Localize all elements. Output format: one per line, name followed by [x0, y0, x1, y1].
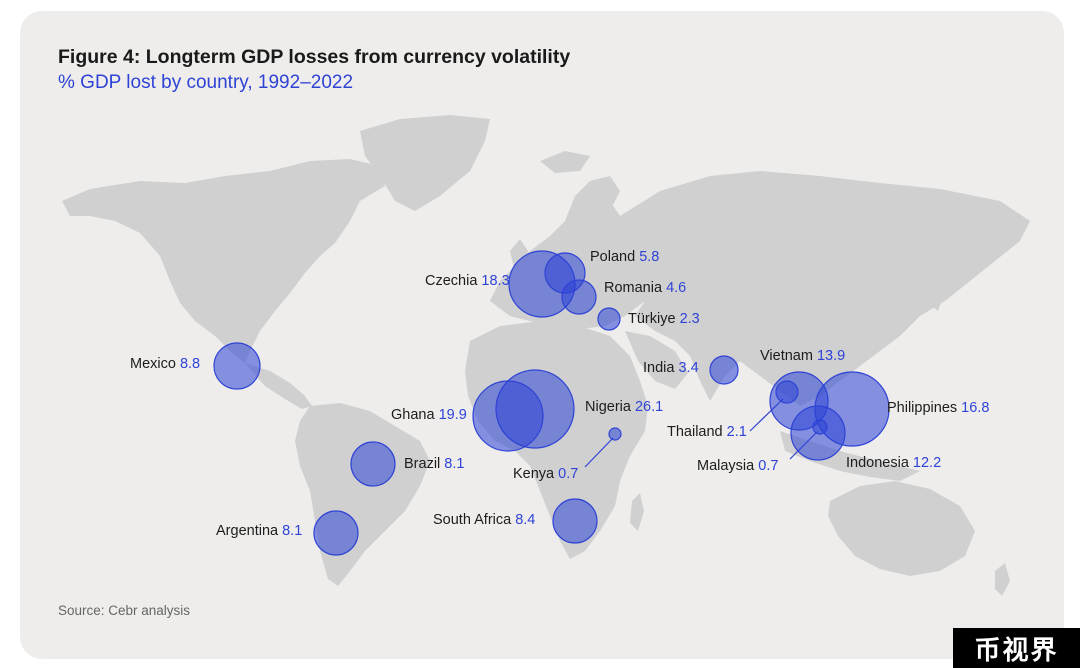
leader-thailand	[749, 398, 784, 432]
label-mexico: Mexico 8.8	[130, 356, 201, 372]
figure-title: Figure 4: Longterm GDP losses from curre…	[58, 46, 571, 68]
bubble-nigeria	[495, 369, 575, 449]
land-new-zealand	[995, 563, 1010, 596]
label-romania: Romania 4.6	[604, 280, 687, 296]
land-australia	[828, 481, 975, 576]
land-greenland	[360, 115, 490, 211]
leader-malaysia	[789, 431, 818, 460]
land-madagascar	[630, 493, 644, 531]
label-indonesia: Indonesia 12.2	[846, 455, 942, 471]
figure-card: Figure 4: Longterm GDP losses from curre…	[20, 11, 1064, 659]
source-note: Source: Cebr analysis	[58, 603, 191, 618]
watermark-logo: 币视界	[953, 628, 1080, 668]
label-argentina: Argentina 8.1	[216, 523, 303, 539]
label-vietnam: Vietnam 13.9	[760, 348, 846, 364]
land-asia	[620, 171, 1030, 406]
figure-subtitle: % GDP lost by country, 1992–2022	[58, 72, 354, 93]
bubble-brazil	[350, 441, 396, 487]
label-czechia: Czechia 18.3	[425, 273, 510, 289]
label-thailand: Thailand 2.1	[667, 424, 747, 440]
label-malaysia: Malaysia 0.7	[697, 458, 779, 474]
land-arabia	[625, 331, 688, 389]
bubble-india	[709, 355, 739, 385]
label-south-africa: South Africa 8.4	[433, 512, 536, 528]
bubble-turkiye	[597, 307, 621, 331]
bubble-kenya	[608, 427, 622, 441]
bubble-south-africa	[552, 498, 598, 544]
land-north-america	[62, 159, 385, 363]
label-turkiye: Türkiye 2.3	[628, 311, 700, 327]
label-india: India 3.4	[643, 360, 699, 376]
label-kenya: Kenya 0.7	[513, 466, 579, 482]
land-scandinavia	[565, 176, 620, 236]
bubble-layer	[213, 250, 890, 556]
bubble-indonesia	[790, 405, 846, 461]
label-ghana: Ghana 19.9	[391, 407, 467, 423]
label-brazil: Brazil 8.1	[404, 456, 465, 472]
land-central-america	[245, 363, 312, 409]
land-japan	[925, 273, 945, 311]
bubble-thailand	[775, 380, 799, 404]
label-poland: Poland 5.8	[590, 249, 660, 265]
bubble-romania	[561, 279, 597, 315]
bubble-mexico	[213, 342, 261, 390]
leader-kenya	[584, 437, 614, 468]
label-philippines: Philippines 16.8	[887, 400, 990, 416]
label-nigeria: Nigeria 26.1	[585, 399, 664, 415]
land-arctic-islands	[540, 151, 590, 173]
bubble-argentina	[313, 510, 359, 556]
